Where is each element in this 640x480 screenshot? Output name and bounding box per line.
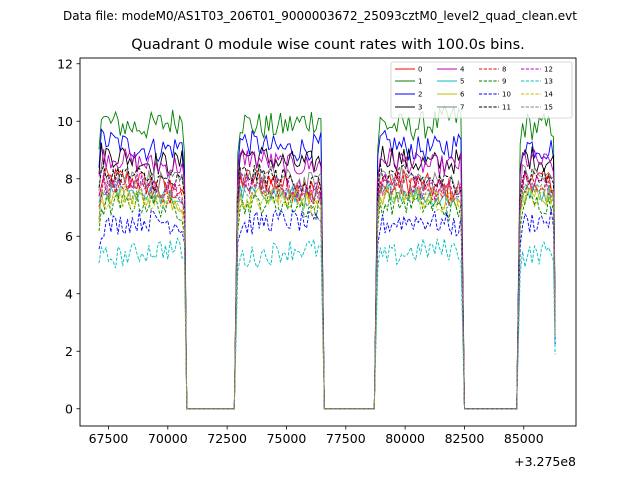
x-tick-label: 77500 [326, 431, 366, 446]
series-line-12 [98, 171, 556, 410]
x-tick-label: 80000 [385, 431, 425, 446]
legend-label-11: 11 [502, 104, 511, 112]
y-tick-label: 4 [65, 286, 73, 301]
y-tick-label: 12 [57, 56, 73, 71]
legend-label-7: 7 [460, 104, 464, 112]
legend-box [390, 61, 573, 119]
x-tick-label: 72500 [207, 431, 247, 446]
series-line-8 [98, 173, 556, 410]
y-tick-label: 2 [65, 344, 73, 359]
legend-label-13: 13 [544, 78, 553, 86]
y-tick-label: 0 [65, 401, 73, 416]
series-line-13 [98, 237, 556, 410]
legend-label-15: 15 [544, 104, 553, 112]
legend-label-5: 5 [460, 78, 464, 86]
series-line-9 [98, 191, 556, 410]
y-tick-label: 10 [57, 114, 73, 129]
series-line-5 [98, 181, 556, 410]
legend-label-14: 14 [544, 91, 553, 99]
legend-label-3: 3 [418, 104, 422, 112]
x-tick-label: 70000 [148, 431, 188, 446]
y-axis: 0 2 4 6 8 10 12 [57, 56, 80, 416]
series-line-15 [98, 175, 556, 410]
series-line-11 [98, 162, 556, 410]
legend-label-8: 8 [502, 66, 506, 74]
series-line-14 [98, 184, 556, 410]
series-line-6 [98, 185, 556, 410]
y-tick-label: 6 [65, 229, 73, 244]
series-line-10 [98, 208, 556, 410]
legend-label-2: 2 [418, 91, 422, 99]
legend-label-9: 9 [502, 78, 506, 86]
x-axis: 67500 70000 72500 75000 77500 80000 82500 85000 [89, 426, 544, 446]
legend-label-1: 1 [418, 78, 422, 86]
chart-title: Quadrant 0 module wise count rates with … [131, 37, 525, 53]
x-tick-label: 85000 [504, 431, 544, 446]
y-tick-label: 8 [65, 171, 73, 186]
x-tick-label: 82500 [445, 431, 485, 446]
data-file-caption: Data file: modeM0/AS1T03_206T01_90000036… [63, 9, 577, 23]
legend-label-4: 4 [460, 66, 465, 74]
legend-label-10: 10 [502, 91, 511, 99]
x-tick-label: 67500 [89, 431, 129, 446]
x-offset-label: +3.275e8 [514, 454, 576, 469]
plot-frame [79, 57, 577, 427]
legend-label-6: 6 [460, 91, 465, 99]
x-tick-label: 75000 [267, 431, 307, 446]
legend-label-12: 12 [544, 66, 553, 74]
legend-label-0: 0 [418, 66, 422, 74]
plot-series-layer [98, 104, 556, 410]
